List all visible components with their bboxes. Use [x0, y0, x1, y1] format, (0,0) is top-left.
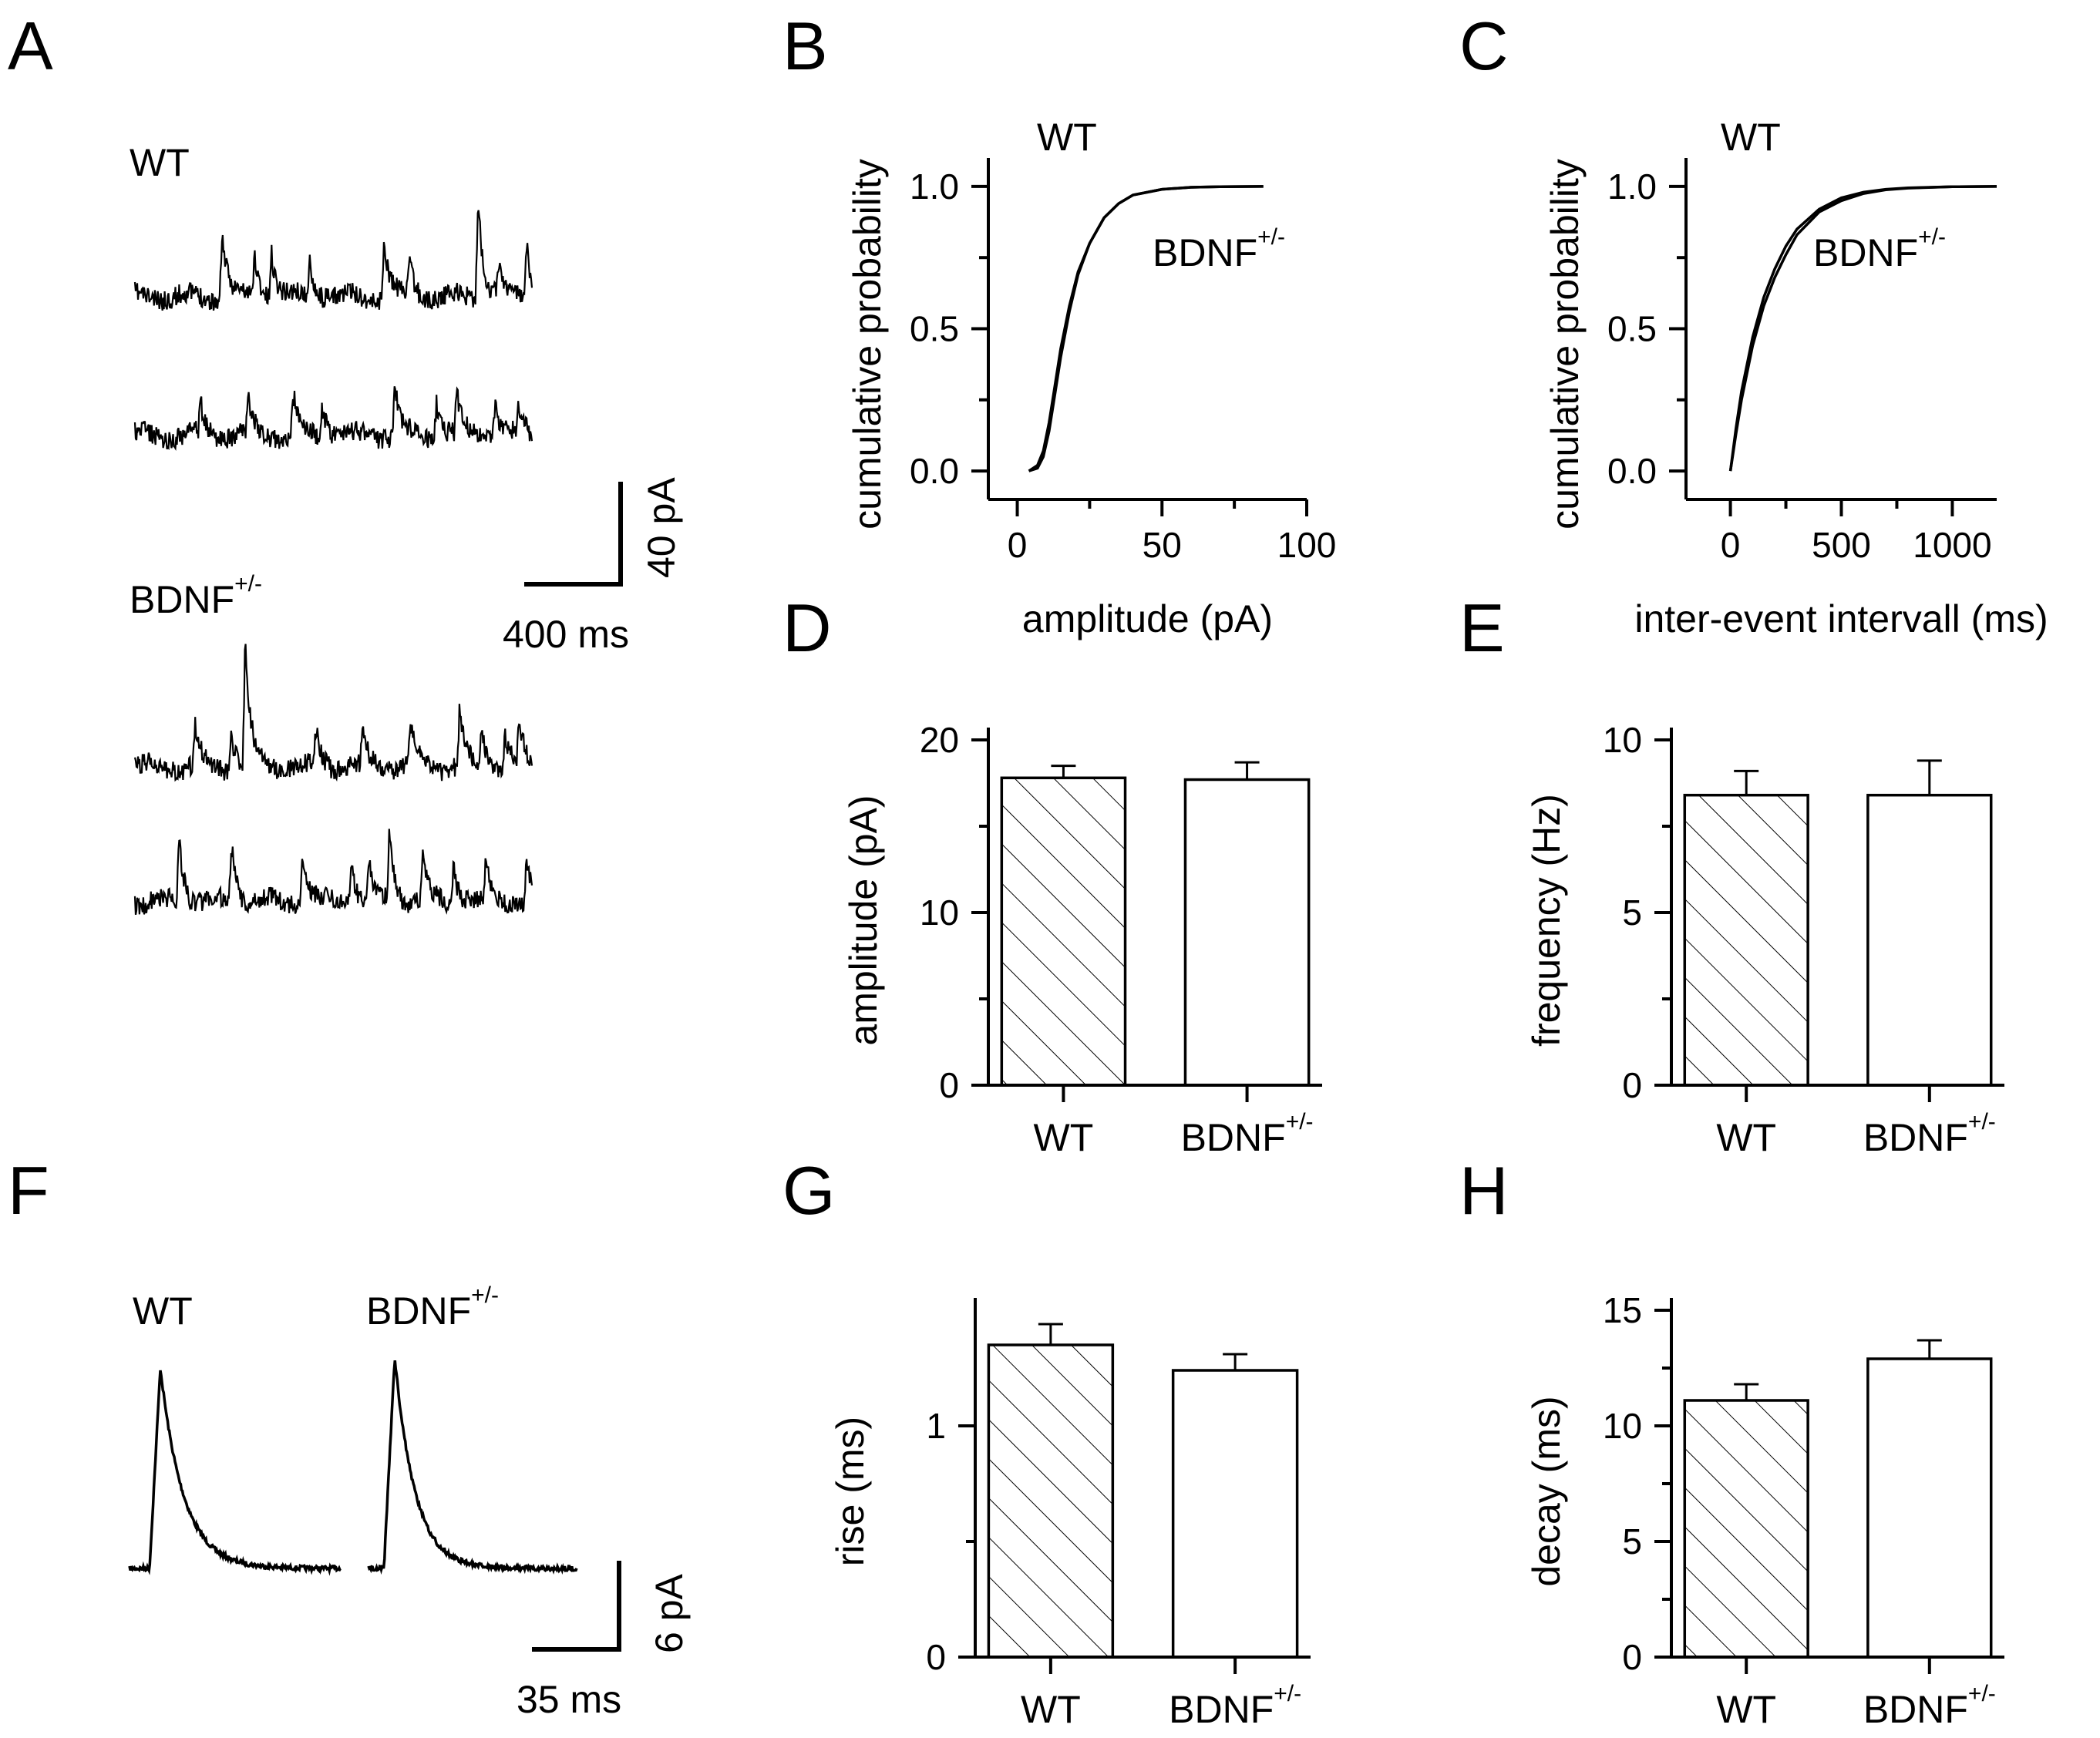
b-legend-bdnf-text: BDNF — [1153, 231, 1257, 274]
scale-f-x-label: 35 ms — [517, 1678, 621, 1721]
panel-label-h: H — [1459, 1152, 1509, 1229]
d-y-tick-label: 20 — [920, 720, 959, 760]
e-x-tick-label-wt: WT — [1716, 1116, 1776, 1159]
g-x-tick-label-bdnf: BDNF+/- — [1169, 1681, 1301, 1731]
c-legend-bdnf-text: BDNF — [1813, 231, 1918, 274]
d-y-tick-label: 10 — [920, 893, 959, 933]
g-bar-wt — [987, 1343, 1115, 1659]
h-bar-wt — [1683, 1399, 1809, 1659]
d-y-axis-label: amplitude (pA) — [842, 795, 885, 1045]
scale-a-x-label: 400 ms — [503, 613, 629, 656]
avg-label-bdnf: BDNF+/- — [366, 1282, 499, 1333]
d-x-tick-label-bdnf-superscript: +/- — [1286, 1109, 1314, 1135]
bdnf-superscript: +/- — [471, 1282, 499, 1308]
h-y-axis-label: decay (ms) — [1525, 1396, 1568, 1586]
b-x-tick-label: 0 — [1008, 525, 1028, 565]
b-x-axis-label: amplitude (pA) — [1022, 597, 1273, 640]
b-legend-bdnf: BDNF+/- — [1153, 224, 1285, 274]
c-legend-wt: WT — [1721, 116, 1781, 159]
bdnf-text: BDNF — [366, 1289, 471, 1333]
h-x-tick-label-bdnf-text: BDNF — [1863, 1688, 1968, 1731]
d-x-tick-label-bdnf-text: BDNF — [1181, 1116, 1286, 1159]
c-series-bdnf-line — [1728, 185, 1997, 472]
g-y-axis-label: rise (ms) — [829, 1417, 872, 1566]
c-legend-bdnf-superscript: +/- — [1918, 224, 1946, 250]
c-x-tick-label: 0 — [1721, 525, 1741, 565]
e-y-tick-label: 0 — [1622, 1065, 1642, 1105]
h-y-tick-label: 15 — [1603, 1290, 1642, 1330]
g-y-tick-label: 0 — [926, 1637, 946, 1677]
sample-trace-wt-1 — [133, 210, 533, 311]
g-y-tick-label: 1 — [926, 1406, 946, 1446]
e-y-tick-label: 10 — [1603, 720, 1642, 760]
b-series-wt-line — [1028, 185, 1264, 472]
panel-label-c: C — [1459, 8, 1509, 84]
scale-bar-f — [532, 1561, 621, 1652]
g-bar-bdnf — [1171, 1369, 1299, 1659]
g-x-tick-label-bdnf-text: BDNF — [1169, 1688, 1274, 1731]
c-series-wt-line — [1728, 185, 1997, 472]
e-y-tick-label: 5 — [1622, 893, 1642, 933]
bdnf-superscript: +/- — [234, 571, 262, 597]
panel-label-d: D — [782, 590, 832, 666]
e-bar-wt — [1683, 793, 1809, 1087]
scale-f-y-label: 6 pA — [648, 1573, 691, 1653]
panel-label-a: A — [8, 8, 53, 84]
e-x-tick-label-bdnf: BDNF+/- — [1863, 1109, 1996, 1159]
sample-trace-bdnf-2 — [133, 829, 533, 916]
c-x-tick-label: 1000 — [1913, 525, 1991, 565]
c-x-tick-label: 500 — [1812, 525, 1871, 565]
sample-trace-bdnf-1 — [133, 644, 533, 782]
b-y-tick-label: 0.5 — [910, 309, 959, 349]
c-y-tick-label: 0.0 — [1607, 451, 1657, 491]
d-x-tick-label-bdnf: BDNF+/- — [1181, 1109, 1314, 1159]
h-x-tick-label-bdnf-superscript: +/- — [1968, 1681, 1996, 1706]
b-x-tick-label: 50 — [1143, 525, 1182, 565]
scale-bar-a — [524, 482, 623, 587]
h-y-tick-label: 5 — [1622, 1521, 1642, 1562]
h-y-tick-label: 10 — [1603, 1406, 1642, 1446]
h-x-tick-label-wt: WT — [1716, 1688, 1776, 1731]
trace-label-wt: WT — [130, 141, 190, 184]
e-bar-bdnf — [1866, 793, 1993, 1087]
g-x-tick-label-bdnf-superscript: +/- — [1274, 1681, 1301, 1706]
b-y-axis-label: cumulative probability — [846, 159, 889, 529]
panel-label-f: F — [8, 1152, 49, 1229]
avg-label-wt: WT — [133, 1289, 193, 1333]
trace-label-bdnf: BDNF+/- — [130, 571, 262, 621]
c-y-axis-label: cumulative probability — [1543, 159, 1587, 529]
h-x-tick-label-bdnf: BDNF+/- — [1863, 1681, 1996, 1731]
c-x-axis-label: inter-event intervall (ms) — [1634, 597, 2048, 640]
d-x-tick-label-wt: WT — [1034, 1116, 1094, 1159]
sample-trace-wt-2 — [133, 385, 533, 451]
b-legend-wt: WT — [1037, 116, 1097, 159]
d-bar-bdnf — [1183, 778, 1311, 1087]
c-legend-bdnf: BDNF+/- — [1813, 224, 1946, 274]
panel-label-g: G — [782, 1152, 835, 1229]
d-y-tick-label: 0 — [939, 1065, 959, 1105]
b-x-tick-label: 100 — [1277, 525, 1337, 565]
h-bar-bdnf — [1866, 1357, 1993, 1659]
e-y-axis-label: frequency (Hz) — [1525, 794, 1568, 1047]
e-x-tick-label-bdnf-superscript: +/- — [1968, 1109, 1996, 1135]
g-x-tick-label-wt: WT — [1021, 1688, 1081, 1731]
panel-label-b: B — [782, 8, 828, 84]
h-y-tick-label: 0 — [1622, 1637, 1642, 1677]
e-x-tick-label-bdnf-text: BDNF — [1863, 1116, 1968, 1159]
b-series-bdnf-line — [1028, 185, 1264, 472]
scale-a-y-label: 40 pA — [640, 477, 683, 578]
average-trace-wt — [128, 1370, 342, 1576]
b-legend-bdnf-superscript: +/- — [1257, 224, 1285, 250]
average-trace-bdnf — [367, 1360, 578, 1575]
b-y-tick-label: 1.0 — [910, 166, 959, 207]
bdnf-text: BDNF — [130, 578, 234, 621]
b-y-tick-label: 0.0 — [910, 451, 959, 491]
d-bar-wt — [1000, 776, 1127, 1087]
c-y-tick-label: 1.0 — [1607, 166, 1657, 207]
c-y-tick-label: 0.5 — [1607, 309, 1657, 349]
panel-label-e: E — [1459, 590, 1505, 666]
